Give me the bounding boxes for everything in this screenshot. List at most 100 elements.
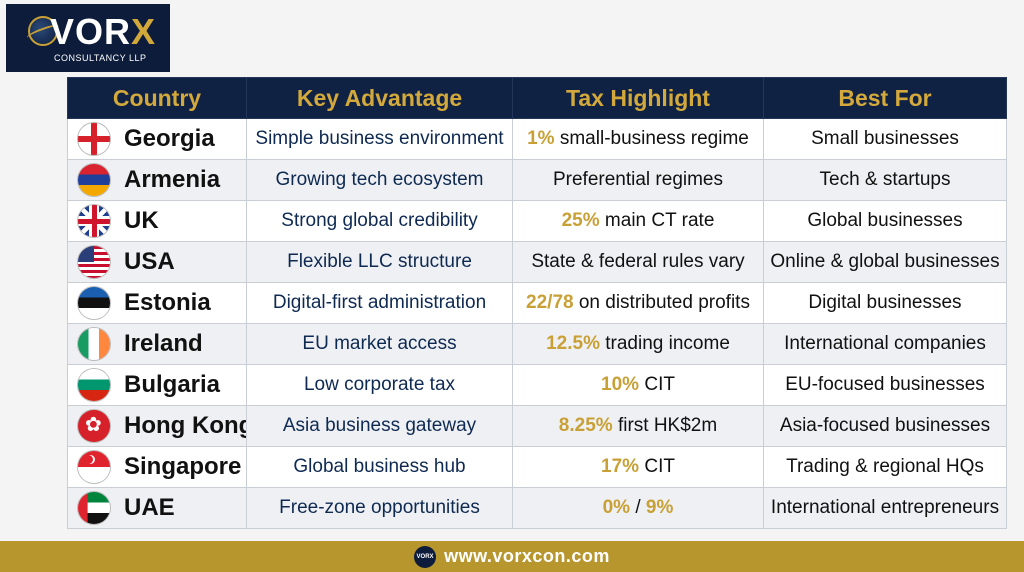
table-row: UAE Free-zone opportunities 0% / 9% Interna…	[67, 487, 1007, 529]
advantage-cell: Flexible LLC structure	[246, 241, 513, 283]
country-cell: Hong Kong	[67, 405, 247, 447]
tax-highlight-value: 25%	[561, 210, 600, 231]
country-cell: USA	[67, 241, 247, 283]
best-for-cell: Global businesses	[763, 200, 1007, 242]
best-for-cell: Digital businesses	[763, 282, 1007, 324]
logo-subtitle: CONSULTANCY LLP	[54, 53, 147, 63]
tax-cell: State & federal rules vary	[512, 241, 764, 283]
tax-cell: 8.25% first HK$2m	[512, 405, 764, 447]
advantage-cell: Low corporate tax	[246, 364, 513, 406]
globe-icon	[28, 16, 58, 46]
hongkong-flag-icon	[78, 410, 110, 442]
table-header-row: Country Key Advantage Tax Highlight Best…	[67, 77, 1007, 119]
tax-highlight-value: 8.25%	[558, 415, 613, 436]
table-row: Georgia Simple business environment 1% sma…	[67, 118, 1007, 160]
tax-highlight-value: 0%	[602, 497, 631, 518]
table-row: Ireland EU market access 12.5% trading inc…	[67, 323, 1007, 365]
tax-text: on distributed profits	[573, 292, 750, 313]
tax-highlight-value-2: 9%	[645, 497, 674, 518]
ireland-flag-icon	[78, 328, 110, 360]
best-for-cell: Asia-focused businesses	[763, 405, 1007, 447]
advantage-cell: Asia business gateway	[246, 405, 513, 447]
tax-highlight-value: 12.5%	[546, 333, 600, 354]
country-name: UK	[124, 207, 159, 234]
advantage-cell: Strong global credibility	[246, 200, 513, 242]
country-cell: UK	[67, 200, 247, 242]
country-cell: Estonia	[67, 282, 247, 324]
website-link[interactable]: www.vorxcon.com	[444, 546, 610, 566]
country-name: Hong Kong	[124, 412, 247, 439]
country-cell: Armenia	[67, 159, 247, 201]
tax-cell: 22/78 on distributed profits	[512, 282, 764, 324]
best-for-cell: Online & global businesses	[763, 241, 1007, 283]
tax-cell: 10% CIT	[512, 364, 764, 406]
country-cell: UAE	[67, 487, 247, 529]
best-for-cell: EU-focused businesses	[763, 364, 1007, 406]
table-row: UK Strong global credibility 25% main CT r…	[67, 200, 1007, 242]
footer-bar: VORX www.vorxcon.com	[0, 541, 1024, 572]
usa-flag-icon	[78, 246, 110, 278]
country-name: Georgia	[124, 125, 215, 152]
tax-highlight-value: 17%	[601, 456, 640, 477]
advantage-cell: Free-zone opportunities	[246, 487, 513, 529]
best-for-cell: Trading & regional HQs	[763, 446, 1007, 488]
tax-text: Preferential regimes	[552, 169, 724, 190]
country-name: USA	[124, 248, 175, 275]
tax-cell: Preferential regimes	[512, 159, 764, 201]
uae-flag-icon	[78, 492, 110, 524]
best-for-cell: Tech & startups	[763, 159, 1007, 201]
table-body: Georgia Simple business environment 1% sma…	[67, 118, 1007, 529]
tax-text: State & federal rules vary	[531, 251, 745, 272]
country-name: UAE	[124, 494, 175, 521]
advantage-cell: Simple business environment	[246, 118, 513, 160]
country-cell: Singapore	[67, 446, 247, 488]
country-cell: Bulgaria	[67, 364, 247, 406]
table-row: Singapore Global business hub 17% CIT Tradi…	[67, 446, 1007, 488]
country-cell: Georgia	[67, 118, 247, 160]
best-for-cell: Small businesses	[763, 118, 1007, 160]
armenia-flag-icon	[78, 164, 110, 196]
vorx-logo: VORX CONSULTANCY LLP	[6, 4, 170, 72]
header-best-for: Best For	[763, 77, 1007, 119]
country-name: Bulgaria	[124, 371, 221, 398]
header-key-advantage: Key Advantage	[246, 77, 513, 119]
tax-highlight-value: 1%	[527, 128, 555, 149]
tax-cell: 25% main CT rate	[512, 200, 764, 242]
georgia-flag-icon	[78, 123, 110, 155]
advantage-cell: Digital-first administration	[246, 282, 513, 324]
tax-text: trading income	[599, 333, 730, 354]
country-name: Ireland	[124, 330, 203, 357]
comparison-table: Country Key Advantage Tax Highlight Best…	[67, 77, 1007, 529]
tax-text: first HK$2m	[612, 415, 718, 436]
estonia-flag-icon	[78, 287, 110, 319]
best-for-cell: International companies	[763, 323, 1007, 365]
uk-flag-icon	[78, 205, 110, 237]
best-for-cell: International entrepreneurs	[763, 487, 1007, 529]
country-name: Estonia	[124, 289, 211, 316]
header-tax-highlight: Tax Highlight	[512, 77, 764, 119]
tax-cell: 0% / 9%	[512, 487, 764, 529]
table-row: Estonia Digital-first administration 22/78…	[67, 282, 1007, 324]
tax-highlight-value: 10%	[601, 374, 640, 395]
advantage-cell: EU market access	[246, 323, 513, 365]
logo-brand: VORX	[50, 12, 156, 52]
country-name: Armenia	[124, 166, 221, 193]
tax-highlight-value: 22/78	[526, 292, 574, 313]
logo-brand-accent: X	[131, 11, 157, 52]
footer-logo: VORX	[414, 545, 437, 568]
table-row: USA Flexible LLC structure State & federal…	[67, 241, 1007, 283]
table-row: Bulgaria Low corporate tax 10% CIT EU-focus…	[67, 364, 1007, 406]
tax-text: CIT	[639, 374, 675, 395]
country-name: Singapore	[124, 453, 242, 480]
bulgaria-flag-icon	[78, 369, 110, 401]
tax-text: main CT rate	[599, 210, 715, 231]
table-row: Armenia Growing tech ecosystem Preferentia…	[67, 159, 1007, 201]
tax-cell: 1% small-business regime	[512, 118, 764, 160]
logo-brand-main: VOR	[50, 11, 132, 52]
country-cell: Ireland	[67, 323, 247, 365]
advantage-cell: Growing tech ecosystem	[246, 159, 513, 201]
tax-cell: 12.5% trading income	[512, 323, 764, 365]
tax-separator: /	[630, 497, 646, 518]
singapore-flag-icon	[78, 451, 110, 483]
